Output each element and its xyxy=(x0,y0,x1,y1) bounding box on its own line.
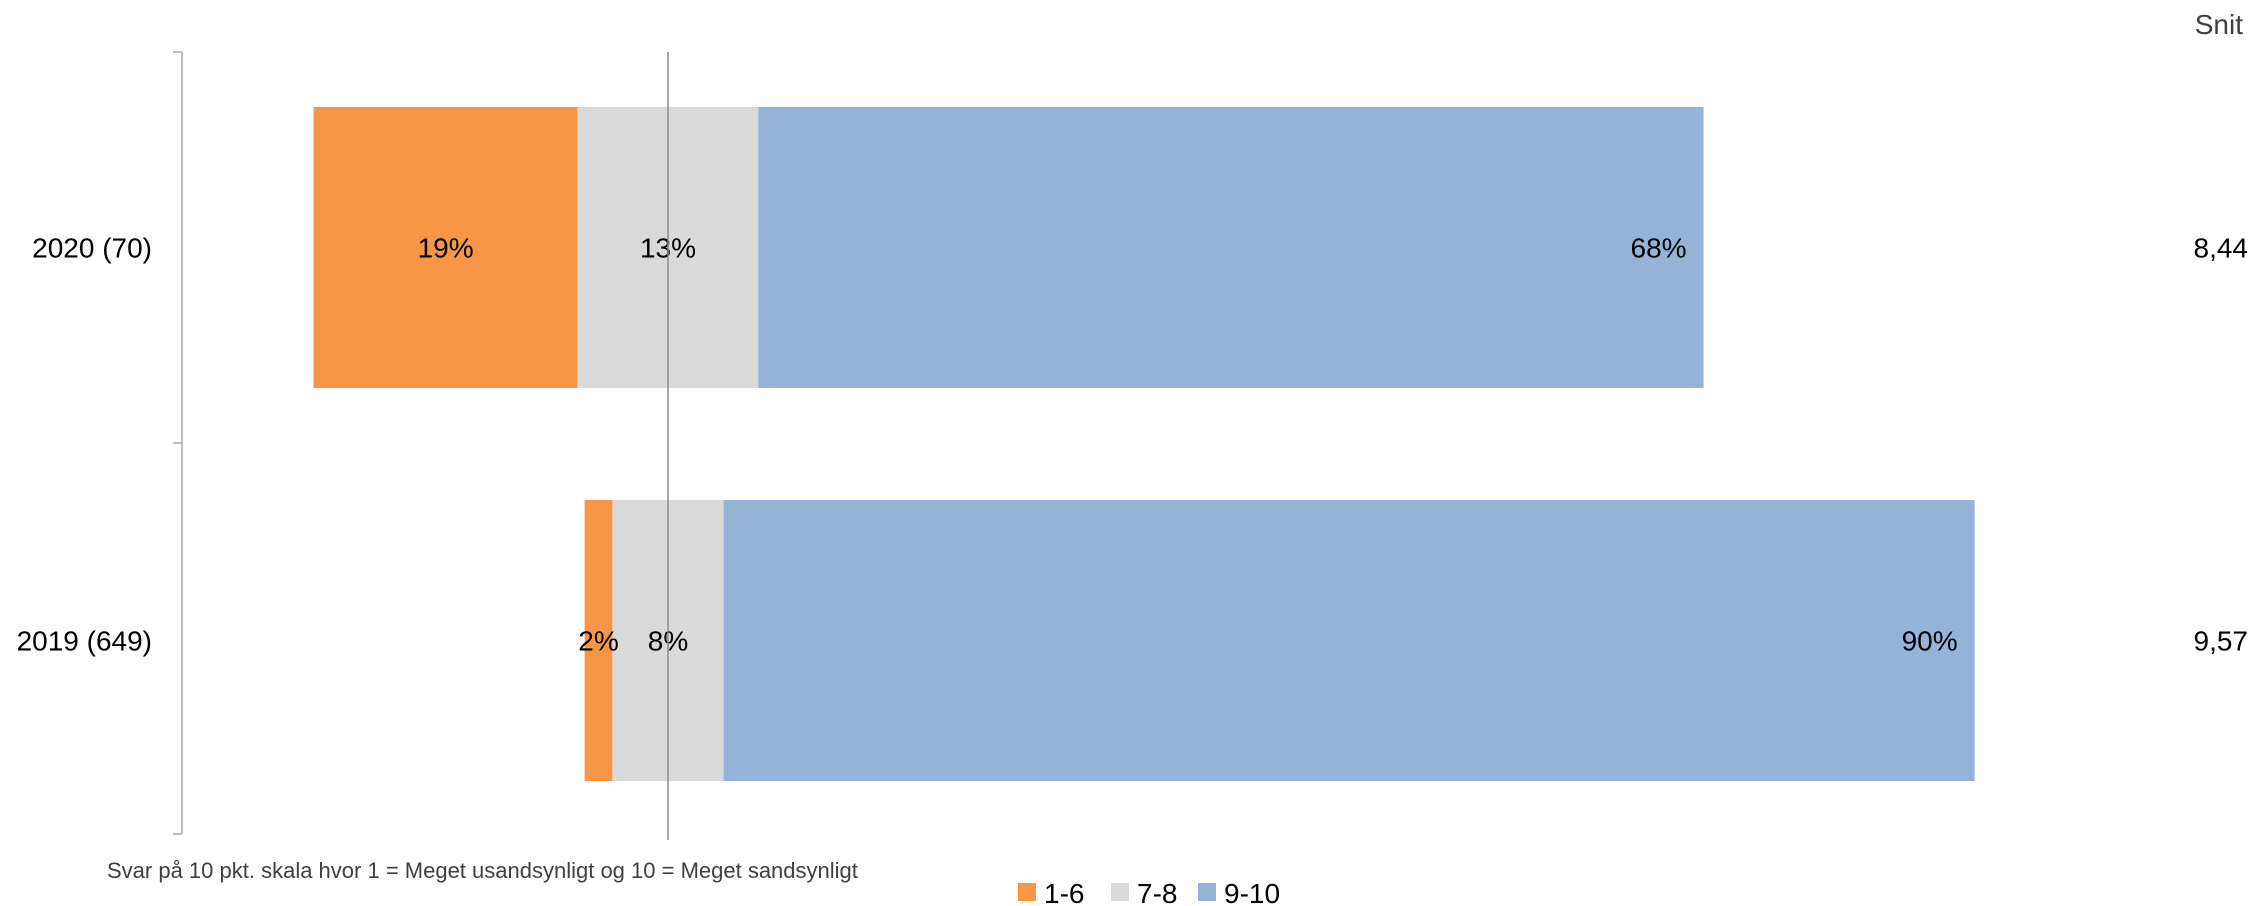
data-label-2019-649-9-10: 90% xyxy=(1902,626,1958,657)
average-header: Snit xyxy=(2195,9,2243,40)
bar-2020-70-1-6 xyxy=(313,107,578,388)
category-label-2019-649: 2019 (649) xyxy=(17,626,152,657)
data-label-2019-649-1-6: 2% xyxy=(578,626,618,657)
legend: 1-6 7-8 9-10 xyxy=(1018,878,1280,906)
bar-2019-649-9-10 xyxy=(723,500,1975,781)
category-label-2020-70: 2020 (70) xyxy=(32,233,152,264)
legend-label-1-6: 1-6 xyxy=(1044,878,1084,906)
average-value-2020-70: 8,44 xyxy=(2194,233,2249,264)
legend-label-7-8: 7-8 xyxy=(1137,878,1177,906)
legend-swatch-9-10 xyxy=(1198,883,1216,901)
scale-note: Svar på 10 pkt. skala hvor 1 = Meget usa… xyxy=(107,858,858,883)
legend-swatch-1-6 xyxy=(1018,883,1036,901)
legend-swatch-7-8 xyxy=(1111,883,1129,901)
bar-2020-70-9-10 xyxy=(758,107,1704,388)
bar-2019-649-1-6 xyxy=(584,500,613,781)
average-value-2019-649: 9,57 xyxy=(2194,626,2249,657)
legend-label-9-10: 9-10 xyxy=(1224,878,1280,906)
data-label-2020-70-9-10: 68% xyxy=(1631,233,1687,264)
data-label-2020-70-1-6: 19% xyxy=(418,233,474,264)
